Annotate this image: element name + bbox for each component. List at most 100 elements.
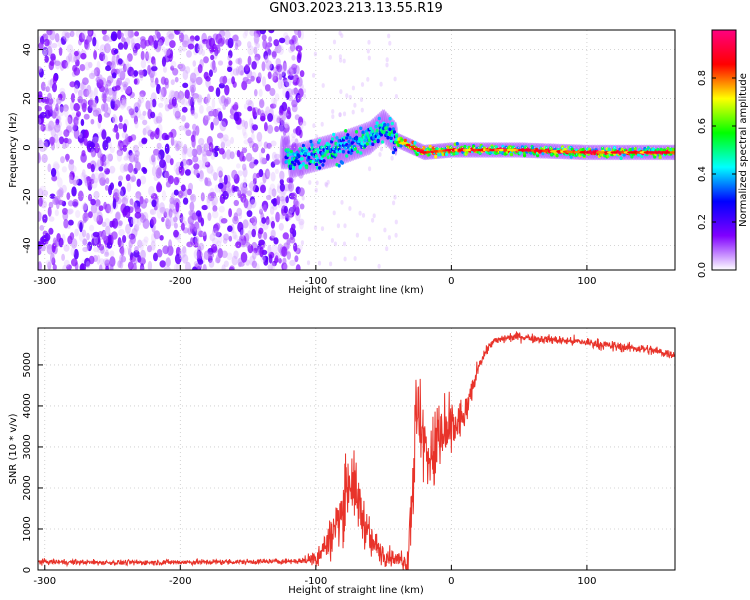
spectral-cell [74,84,79,94]
spectral-cell [274,153,281,160]
spectral-cell [53,163,60,170]
spectral-cell [190,237,194,245]
spectral-cell [607,148,611,152]
spectral-cell [273,237,279,245]
spectral-cell [104,251,110,257]
spectral-cell [38,249,42,256]
spectral-cell [351,85,355,91]
spectral-cell [66,264,72,270]
spectral-cell [122,235,127,243]
spectral-cell [215,232,222,238]
spectral-cell [61,59,68,69]
spectral-cell [175,143,180,152]
spectral-cell [584,151,590,154]
spectral-cell [46,102,53,111]
spectral-cell [241,119,246,128]
spectral-cell [148,185,155,197]
spectral-cell [101,104,105,112]
spectral-cell [81,102,87,113]
spectral-cell [77,190,84,202]
spectral-cell [274,44,282,54]
spectral-cell [184,89,190,100]
spectral-cell [394,232,398,238]
y-tick-label: 1000 [22,516,33,541]
spectral-cell [134,161,141,172]
spectral-cell [48,43,52,54]
spectral-cell [140,36,146,42]
spectral-cell [210,169,215,177]
spectral-cell [173,164,180,173]
x-tick-label: 0 [448,276,454,287]
spectral-cell [226,187,231,194]
spectral-cell [261,157,268,165]
spectral-cell [105,136,112,144]
spectral-cell [98,166,104,172]
spectral-cell [135,193,141,201]
spectral-cell [195,125,200,136]
spectral-cell [215,87,221,97]
spectral-cell [233,101,238,112]
spectral-cell [218,170,223,178]
spectral-cell [110,31,118,41]
spectral-cell [197,44,203,55]
spectral-cell [151,165,157,177]
spectral-cell [305,165,309,170]
spectral-cell [182,159,190,170]
spectral-cell [337,164,341,168]
spectral-cell [289,43,296,52]
spectral-cell [282,257,287,265]
spectral-cell [172,68,179,76]
spectral-cell [38,211,42,222]
spectral-cell [192,266,198,270]
spectral-cell [588,151,594,154]
spectral-cell [181,106,188,113]
spectral-cell [55,59,61,70]
spectral-cell [133,78,138,85]
spectral-cell [123,155,129,161]
spectral-cell [112,127,119,133]
spectral-cell [98,205,104,212]
spectral-cell [101,171,107,181]
spectral-cell [294,200,300,208]
spectral-cell [520,145,525,149]
spectrogram-cells [38,30,675,270]
spectral-cell [211,200,216,207]
spectral-cell [91,99,98,108]
spectral-cell [102,54,108,64]
spectral-cell [198,250,203,259]
spectral-cell [234,42,239,51]
spectral-cell [112,198,117,210]
spectral-cell [94,236,98,245]
spectral-cell [65,61,70,69]
spectral-cell [121,97,127,107]
spectral-cell [490,145,494,150]
spectral-cell [617,151,622,154]
spectral-cell [253,33,260,44]
spectral-cell [38,66,42,73]
spectral-cell [265,216,270,226]
spectral-cell [300,240,304,246]
spectral-cell [163,208,171,217]
spectral-cell [116,197,122,205]
spectral-cell [340,200,344,205]
spectral-cell [263,231,268,240]
spectral-cell [71,258,78,267]
spectral-cell [354,130,359,134]
y-tick-label: 3000 [22,434,33,459]
spectral-cell [568,152,572,157]
spectral-cell [371,142,375,146]
spectral-cell [253,46,258,55]
spectral-cell [177,90,185,100]
spectral-cell [83,113,90,120]
spectral-cell [251,260,257,269]
spectral-cell [274,125,280,133]
spectral-cell [46,46,53,56]
spectral-cell [366,48,370,54]
spectral-cell [353,102,357,108]
spectral-cell [295,206,300,216]
spectral-cell [163,66,167,73]
spectral-cell [104,168,110,175]
spectral-cell [128,239,133,248]
spectral-cell [189,72,197,84]
